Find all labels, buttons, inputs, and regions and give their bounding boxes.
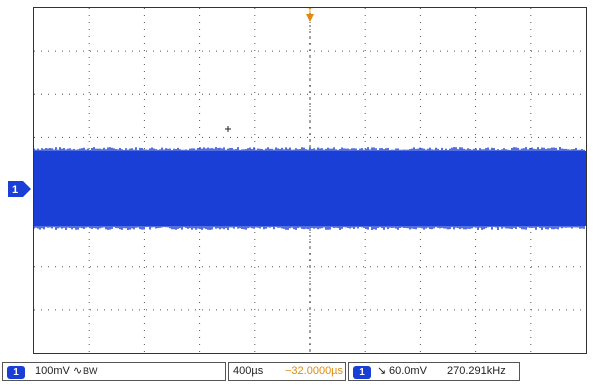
trigger-marker-label: T [307,8,313,16]
trigger-source-badge: 1 [353,366,371,379]
trigger-frequency: 270.291kHz [447,365,506,377]
trigger-edge-icon: ↘ [377,365,387,377]
trigger-settings[interactable]: 1 ↘ 60.0mV 270.291kHz [348,362,520,381]
channel-1-bandwidth-limit: BW [83,366,98,376]
channel-1-marker[interactable]: 1 [8,181,32,197]
cursor-crosshair [225,126,231,132]
channel-1-scale: 100mV [35,365,70,377]
graticule: T [34,8,586,353]
channel-1-badge: 1 [7,366,25,379]
channel-1-settings[interactable]: 1 100mV ∿ BW [2,362,226,381]
timebase-settings[interactable]: 400µs −32.0000µs [228,362,346,381]
channel-1-marker-icon: 1 [8,181,31,197]
trigger-position-marker[interactable]: T [306,8,314,22]
timebase-scale: 400µs [233,365,264,377]
trigger-level: 60.0mV [389,365,427,377]
status-bar: 1 100mV ∿ BW 400µs −32.0000µs 1 ↘ 60.0mV… [0,360,593,385]
channel-1-marker-label: 1 [12,184,18,196]
trigger-offset: −32.0000µs [285,365,344,377]
waveform-trace-channel-1 [34,151,586,226]
channel-1-coupling-icon: ∿ [73,365,83,377]
waveform-trace-noise [34,147,585,230]
waveform-screen[interactable]: T [33,7,587,354]
